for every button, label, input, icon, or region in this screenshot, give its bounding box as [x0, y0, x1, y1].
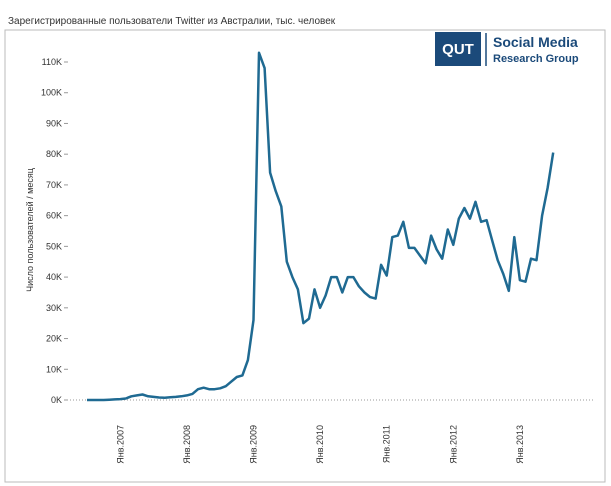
y-tick-label: 60K [46, 211, 62, 221]
logo-line1: Social Media [493, 34, 578, 50]
y-axis-label: Число пользователей / месяц [25, 168, 35, 292]
x-tick-label: Янв.2008 [182, 425, 192, 464]
y-tick-label: 110K [42, 57, 62, 67]
x-tick-label: Янв.2013 [515, 425, 525, 464]
x-tick-label: Янв.2011 [382, 425, 392, 463]
y-tick-label: 90K [46, 118, 62, 128]
frame [4, 29, 606, 483]
x-tick-label: Янв.2009 [249, 425, 259, 464]
y-tick-label: 10K [46, 364, 62, 374]
x-tick-label: Янв.2010 [315, 425, 325, 464]
chart-title: Зарегистрированные пользователи Twitter … [8, 16, 336, 27]
y-tick-label: 70K [46, 180, 62, 190]
y-tick-label: 40K [46, 272, 62, 282]
x-tick-label: Янв.2012 [448, 425, 458, 464]
y-tick-label: 50K [46, 241, 62, 251]
y-tick-label: 20K [46, 334, 62, 344]
y-tick-label: 30K [46, 303, 62, 313]
logo-line2: Research Group [493, 53, 579, 65]
logo-mark: QUT [442, 41, 474, 58]
logo-box [435, 32, 481, 66]
y-tick-label: 80K [46, 149, 62, 159]
line-series [87, 51, 555, 402]
y-tick-label: 0K [51, 395, 62, 405]
x-tick-label: Янв.2007 [115, 425, 125, 464]
y-tick-label: 100K [41, 88, 62, 98]
